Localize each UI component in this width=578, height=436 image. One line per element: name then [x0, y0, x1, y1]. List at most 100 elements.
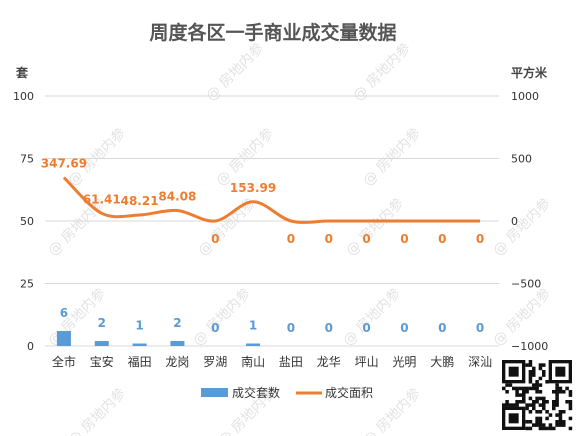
qr-module	[515, 403, 519, 407]
qr-module	[508, 403, 513, 407]
right-tick-label: −1000	[511, 340, 548, 353]
qr-module	[555, 396, 559, 401]
qr-module	[538, 366, 543, 371]
left-axis-label: 套	[15, 65, 29, 80]
bar-value-label: 2	[173, 316, 181, 330]
watermark-text: @ 房地内参	[339, 284, 404, 349]
bar	[170, 341, 185, 346]
bar-value-label: 2	[98, 316, 106, 330]
line-value-label: 0	[476, 232, 484, 246]
qr-module	[555, 386, 559, 391]
qr-module	[518, 386, 523, 391]
qr-module	[555, 423, 559, 427]
qr-module	[535, 396, 539, 401]
bar	[246, 343, 261, 346]
qr-module	[542, 373, 546, 377]
qr-module	[542, 426, 546, 431]
qr-module	[522, 390, 526, 394]
qr-module	[532, 400, 536, 404]
right-tick-label: 500	[511, 153, 532, 166]
line-value-label: 153.99	[230, 181, 276, 195]
qr-module	[528, 403, 533, 407]
bar-series	[56, 331, 261, 346]
qr-module	[532, 386, 536, 391]
watermark-text: @ 房地内参	[212, 124, 277, 189]
qr-module	[508, 383, 513, 387]
qr-module	[535, 420, 539, 424]
category-label: 坪山	[355, 355, 379, 369]
category-label: 罗湖	[203, 354, 227, 369]
bar-value-label: 1	[249, 319, 257, 333]
qr-module	[535, 390, 539, 394]
qr-module	[522, 386, 526, 391]
qr-module	[555, 403, 559, 407]
qr-module	[535, 380, 539, 384]
line-series	[62, 176, 481, 224]
legend-label-bar: 成交套数	[232, 385, 280, 400]
qr-module	[528, 386, 533, 391]
qr-module	[538, 426, 543, 431]
qr-module	[515, 400, 519, 404]
bar-value-label: 0	[476, 321, 484, 335]
qr-module	[538, 416, 543, 421]
qr-module	[532, 370, 536, 374]
qr-module	[538, 376, 543, 381]
qr-module	[528, 370, 533, 374]
qr-finder-core	[508, 413, 519, 424]
category-label: 福田	[128, 354, 152, 369]
qr-module	[558, 423, 563, 427]
qr-module	[558, 386, 563, 391]
qr-module	[558, 410, 563, 414]
qr-module	[548, 413, 553, 417]
category-label: 南山	[241, 354, 265, 369]
qr-module	[535, 410, 539, 414]
line-data-labels: 347.69 61.41 48.21 84.08 0 153.99 0 0 0 0 0 0	[41, 157, 485, 246]
bar-value-label: 0	[211, 321, 219, 335]
line-value-label: 48.21	[121, 194, 159, 208]
qr-module	[552, 390, 556, 394]
line-value-label: 0	[438, 232, 446, 246]
bar	[56, 331, 71, 346]
category-label: 宝安	[90, 354, 114, 369]
watermark-text: @ 房地内参	[489, 194, 554, 259]
qr-module	[502, 403, 506, 407]
qr-module	[532, 383, 536, 387]
qr-module	[545, 426, 549, 431]
bar-value-label: 0	[287, 321, 295, 335]
qr-module	[552, 403, 556, 407]
qr-module	[535, 423, 539, 427]
qr-module	[568, 406, 573, 411]
qr-finder-core	[508, 366, 519, 377]
qr-module	[542, 403, 546, 407]
qr-module	[525, 386, 529, 391]
right-axis-label: 平方米	[511, 65, 548, 80]
bar-value-label: 0	[438, 321, 446, 335]
qr-module	[538, 363, 543, 367]
qr-module	[558, 416, 563, 421]
qr-module	[505, 383, 509, 387]
left-tick-label: 25	[20, 278, 34, 291]
qr-module	[545, 380, 549, 384]
category-labels: 全市 宝安 福田 龙岗 罗湖 南山 盐田 龙华 坪山 光明 大鹏 深汕	[52, 354, 492, 369]
qr-module	[562, 423, 566, 427]
category-label: 盐田	[279, 355, 303, 369]
qr-module	[532, 366, 536, 371]
qr-module	[552, 406, 556, 411]
left-axis-ticks: 0 25 50 75 100	[13, 90, 34, 353]
watermark-text: @ 房地内参	[349, 39, 414, 104]
qr-module	[535, 386, 539, 391]
qr-module	[555, 390, 559, 394]
qr-module	[542, 406, 546, 411]
watermark-text: @ 房地内参	[189, 284, 254, 349]
qr-module	[512, 403, 516, 407]
watermark-text: @ 房地内参	[342, 194, 407, 259]
qr-module	[522, 400, 526, 404]
right-tick-label: −500	[511, 278, 541, 291]
qr-module	[525, 403, 529, 407]
category-label: 龙华	[317, 355, 341, 369]
qr-module	[568, 390, 573, 394]
chart-title: 周度各区一手商业成交量数据	[149, 21, 396, 44]
qr-module	[542, 396, 546, 401]
category-label: 光明	[392, 355, 416, 369]
qr-module	[538, 420, 543, 424]
